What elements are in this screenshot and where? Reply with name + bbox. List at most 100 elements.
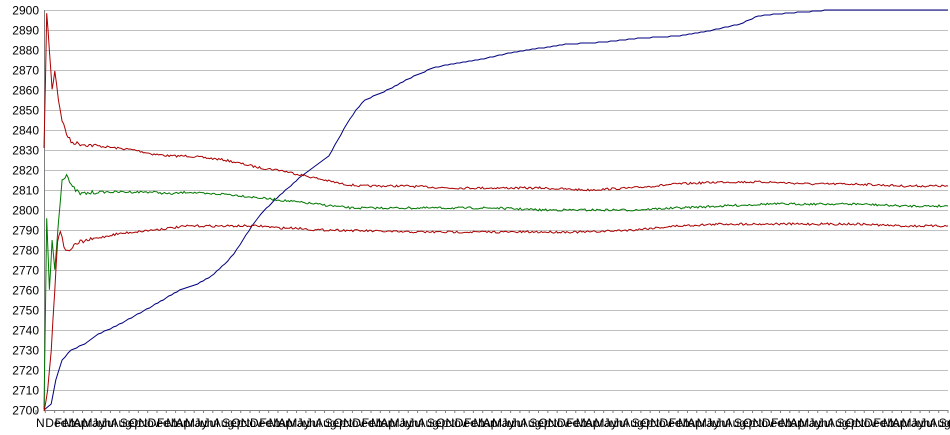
y-tick-label: 2890 bbox=[12, 24, 39, 38]
x-tick-label: Oct bbox=[846, 416, 865, 430]
x-tick-label: Feb bbox=[669, 416, 690, 430]
x-tick-label: Apr bbox=[73, 416, 92, 430]
x-tick-label: Nov bbox=[753, 416, 774, 430]
x-tick-label: Feb bbox=[362, 416, 383, 430]
x-tick-label: Jul bbox=[306, 416, 321, 430]
x-tick-label: Jun bbox=[911, 416, 930, 430]
x-tick-label: May bbox=[697, 416, 720, 430]
x-tick-label: Dec bbox=[250, 416, 271, 430]
y-tick-label: 2860 bbox=[12, 84, 39, 98]
x-tick-label: Oct bbox=[743, 416, 762, 430]
x-tick-label: May bbox=[492, 416, 515, 430]
x-tick-label: Mar bbox=[371, 416, 392, 430]
y-tick-label: 2710 bbox=[12, 384, 39, 398]
x-tick-label: Nov bbox=[343, 416, 364, 430]
x-tick-label: Mar bbox=[883, 416, 904, 430]
y-tick-label: 2840 bbox=[12, 124, 39, 138]
x-tick-label: Mar bbox=[678, 416, 699, 430]
y-tick-label: 2830 bbox=[12, 144, 39, 158]
y-tick-label: 2880 bbox=[12, 44, 39, 58]
x-tick-label: Feb bbox=[55, 416, 76, 430]
x-tick-label: Apr bbox=[483, 416, 502, 430]
x-tick-label: Nov bbox=[855, 416, 876, 430]
x-tick-label: Oct bbox=[539, 416, 558, 430]
x-tick-label: Mar bbox=[269, 416, 290, 430]
x-tick-label: Jul bbox=[408, 416, 423, 430]
x-tick-label: Jun bbox=[604, 416, 623, 430]
series-line-3 bbox=[43, 222, 949, 412]
x-tick-label: Feb bbox=[874, 416, 895, 430]
series-line-0 bbox=[43, 9, 948, 411]
y-tick-label: 2790 bbox=[12, 224, 39, 238]
y-tick-label: 2770 bbox=[12, 264, 39, 278]
x-tick-label: May bbox=[799, 416, 822, 430]
series-lines bbox=[43, 9, 949, 412]
x-tick-label: Sep bbox=[427, 416, 449, 430]
x-tick-label: Jun bbox=[297, 416, 316, 430]
x-tick-label: Oct bbox=[231, 416, 250, 430]
x-tick-label: Jul bbox=[715, 416, 730, 430]
y-tick-label: 2750 bbox=[12, 304, 39, 318]
x-tick-label: Feb bbox=[464, 416, 485, 430]
x-tick-label: Feb bbox=[771, 416, 792, 430]
x-tick-label: Aug bbox=[213, 416, 234, 430]
x-tick-label: Mar bbox=[166, 416, 187, 430]
x-tick-label: May bbox=[594, 416, 617, 430]
y-tick-label: 2850 bbox=[12, 104, 39, 118]
y-tick-label: 2720 bbox=[12, 364, 39, 378]
x-tick-label: Dec bbox=[148, 416, 169, 430]
x-tick-label: Apr bbox=[380, 416, 399, 430]
y-tick-label: 2870 bbox=[12, 64, 39, 78]
x-tick-label: Nov bbox=[138, 416, 159, 430]
x-tick-label: May bbox=[390, 416, 413, 430]
x-tick-label: Jul bbox=[818, 416, 833, 430]
x-tick-label: Jun bbox=[399, 416, 418, 430]
x-tick-label: Oct bbox=[948, 416, 950, 430]
x-tick-label: Sep bbox=[120, 416, 142, 430]
x-tick-label: Feb bbox=[566, 416, 587, 430]
x-tick-label: Aug bbox=[929, 416, 950, 430]
x-tick-label: Apr bbox=[892, 416, 911, 430]
x-tick-label: Aug bbox=[520, 416, 541, 430]
x-tick-label: Feb bbox=[259, 416, 280, 430]
x-tick-label: Jul bbox=[101, 416, 116, 430]
x-tick-label: May bbox=[83, 416, 106, 430]
x-tick-label: Sep bbox=[324, 416, 346, 430]
x-tick-label: Aug bbox=[315, 416, 336, 430]
x-tick-label: May bbox=[185, 416, 208, 430]
x-tick-label: Aug bbox=[418, 416, 439, 430]
x-tick-label: Aug bbox=[827, 416, 848, 430]
y-tick-label: 2900 bbox=[12, 4, 39, 18]
x-tick-label: Oct bbox=[334, 416, 353, 430]
x-tick-label: Mar bbox=[576, 416, 597, 430]
x-tick-label: Sep bbox=[632, 416, 654, 430]
x-tick-label: Nov bbox=[650, 416, 671, 430]
y-tick-label: 2740 bbox=[12, 324, 39, 338]
x-tick-label: Sep bbox=[836, 416, 858, 430]
y-tick-labels: 2700 2710 2720 2730 2740 2750 2760 2770 2780 2790… bbox=[12, 4, 39, 418]
x-tick-label: Jul bbox=[920, 416, 935, 430]
x-tick-label: Aug bbox=[725, 416, 746, 430]
x-tick-label: May bbox=[901, 416, 924, 430]
x-tick-label: Apr bbox=[278, 416, 297, 430]
x-tick-label: Apr bbox=[585, 416, 604, 430]
x-tick-label: N bbox=[36, 416, 45, 430]
series-line-2 bbox=[43, 173, 949, 410]
x-tick-label: Dec bbox=[660, 416, 681, 430]
x-tick-label: Aug bbox=[110, 416, 131, 430]
y-tick-label: 2810 bbox=[12, 184, 39, 198]
x-tick-labels: N DecFebMarAprMayJunJulAugSepOctNovDecFeb… bbox=[36, 416, 950, 430]
y-tick-label: 2730 bbox=[12, 344, 39, 358]
x-tick-label: Aug bbox=[622, 416, 643, 430]
y-tick-label: 2800 bbox=[12, 204, 39, 218]
x-tick-label: Mar bbox=[473, 416, 494, 430]
x-tick-label: May bbox=[287, 416, 310, 430]
x-tick-label: Apr bbox=[790, 416, 809, 430]
x-tick-label: Jul bbox=[613, 416, 628, 430]
x-tick-label: Feb bbox=[157, 416, 178, 430]
x-tick-label: Dec bbox=[557, 416, 578, 430]
grid-lines bbox=[44, 10, 948, 411]
x-tick-label: Dec bbox=[352, 416, 373, 430]
x-tick-label: Jun bbox=[808, 416, 827, 430]
